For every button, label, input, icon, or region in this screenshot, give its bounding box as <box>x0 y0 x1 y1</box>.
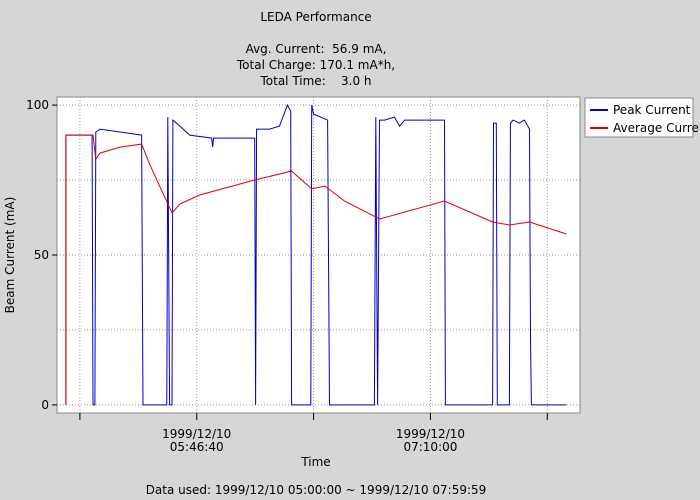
legend-label: Peak Current <box>613 103 691 117</box>
subtitle: Avg. Current: 56.9 mA, <box>246 42 387 56</box>
footer: Data used: 1999/12/10 05:00:00 ~ 1999/12… <box>146 483 487 497</box>
legend-label: Average Current <box>613 121 700 135</box>
y-tick-label: 0 <box>41 398 49 412</box>
y-tick-label: 100 <box>26 98 49 112</box>
y-tick-label: 50 <box>34 248 49 262</box>
series-line <box>65 134 567 405</box>
subtitle: Total Charge: 170.1 mA*h, <box>236 58 395 72</box>
legend-box <box>584 97 694 138</box>
subtitle: Total Time: 3.0 h <box>259 74 371 88</box>
x-tick-label: 07:10:00 <box>403 440 457 454</box>
y-axis-label: Beam Current (mA) <box>3 197 17 314</box>
x-tick-label: 1999/12/10 <box>396 427 465 441</box>
series-line <box>65 103 567 406</box>
x-tick-label: 05:46:40 <box>170 440 224 454</box>
x-axis-label: Time <box>300 455 330 469</box>
x-tick-label: 1999/12/10 <box>162 427 231 441</box>
chart-title: LEDA Performance <box>260 10 371 24</box>
